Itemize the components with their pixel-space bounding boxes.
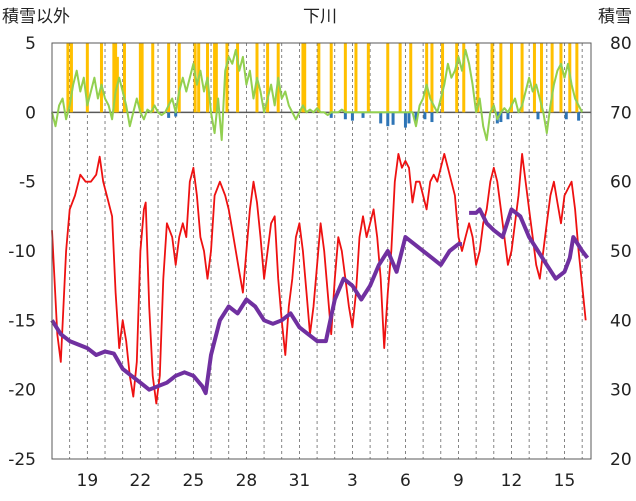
precipitation-bar <box>430 112 434 123</box>
sunshine-bar <box>85 43 89 113</box>
sunshine-bar <box>409 43 413 113</box>
sunshine-bar <box>532 43 536 113</box>
precipitation-bar <box>167 112 171 118</box>
precipitation-bar <box>329 112 333 118</box>
sunshine-bar <box>520 43 524 113</box>
sunshine-bar <box>425 43 429 113</box>
x-tick-label: 31 <box>289 471 311 491</box>
sunshine-bar <box>476 43 480 113</box>
left-tick-label: -15 <box>8 311 36 331</box>
sunshine-bar <box>366 43 370 113</box>
precipitation-bar <box>391 112 395 125</box>
right-tick-label: 20 <box>610 450 632 470</box>
right-axis-title: 積雪 <box>598 7 632 27</box>
sunshine-bar <box>112 43 116 113</box>
sunshine-bar <box>441 43 445 113</box>
precipitation-bar <box>506 112 510 120</box>
x-tick-label: 22 <box>130 471 152 491</box>
precipitation-bar <box>499 112 503 123</box>
right-tick-label: 30 <box>610 381 632 401</box>
line-layer <box>50 48 590 405</box>
precipitation-bar <box>423 112 427 120</box>
sunshine-bar <box>214 43 218 113</box>
snow_depth-line <box>469 207 590 281</box>
precipitation-bar <box>577 112 581 121</box>
sunshine-bar <box>66 43 70 113</box>
x-tick-label: 3 <box>347 471 358 491</box>
precipitation-bar <box>174 112 178 117</box>
right-tick-label: 60 <box>610 173 632 193</box>
sunshine-bar <box>329 43 333 113</box>
sunshine-bar <box>225 43 229 113</box>
temperature-line <box>51 152 587 405</box>
right-tick-label: 70 <box>610 103 632 123</box>
precipitation-bar <box>379 112 383 124</box>
left-tick-label: 0 <box>25 103 36 123</box>
right-tick-label: 50 <box>610 242 632 262</box>
sunshine-bar <box>343 43 347 113</box>
sunshine-bar <box>236 43 240 113</box>
left-tick-label: 5 <box>25 34 36 54</box>
precipitation-bar <box>343 112 347 120</box>
precipitation-bar <box>350 112 354 121</box>
x-tick-label: 6 <box>400 471 411 491</box>
sunshine-bar <box>317 43 321 113</box>
sunshine-bar <box>559 43 563 113</box>
sunshine-bar <box>455 43 459 113</box>
x-tick-label: 9 <box>453 471 464 491</box>
sunshine-bar <box>266 43 270 113</box>
x-tick-label: 15 <box>554 471 576 491</box>
x-tick-label: 19 <box>77 471 99 491</box>
precipitation-bar <box>564 112 568 120</box>
sunshine-bar <box>490 43 494 113</box>
wind-line <box>51 48 584 142</box>
sunshine-bar <box>114 43 118 113</box>
sunshine-bar <box>151 43 155 113</box>
sunshine-bar <box>99 43 103 113</box>
sunshine-bar <box>430 43 434 113</box>
sunshine-bar <box>550 43 554 113</box>
sunshine-bar <box>354 43 358 113</box>
sunshine-bar <box>499 43 503 113</box>
sunshine-bar <box>177 43 181 113</box>
plot-frame <box>51 42 592 460</box>
sunshine-bar <box>575 43 579 113</box>
chart-title: 下川 <box>303 7 337 27</box>
bar-layer <box>66 43 581 128</box>
precipitation-bar <box>386 112 390 127</box>
left-tick-label: -20 <box>8 381 36 401</box>
precipitation-bar <box>414 112 418 124</box>
precipitation-bar <box>403 112 407 128</box>
left-tick-label: -10 <box>8 242 36 262</box>
x-tick-label: 25 <box>183 471 205 491</box>
sunshine-bar <box>398 43 402 113</box>
x-tick-label: 12 <box>501 471 523 491</box>
sunshine-bar <box>167 43 171 113</box>
sunshine-bar <box>69 43 73 113</box>
precipitation-bar <box>407 112 411 124</box>
sunshine-bar <box>138 43 142 113</box>
sunshine-bar <box>509 43 513 113</box>
sunshine-bar <box>122 43 126 113</box>
sunshine-bar <box>386 43 390 113</box>
sunshine-bar <box>462 43 466 113</box>
sunshine-bar <box>213 43 217 113</box>
snow_depth-line <box>50 235 462 396</box>
sunshine-bar <box>540 43 544 113</box>
sunshine-bar <box>301 43 305 113</box>
precipitation-bar <box>361 112 365 118</box>
sunshine-bar <box>303 43 307 113</box>
x-tick-label: 28 <box>236 471 258 491</box>
left-axis-title: 積雪以外 <box>2 7 70 27</box>
precipitation-bar <box>536 112 540 120</box>
right-tick-label: 80 <box>610 34 632 54</box>
left-tick-label: -25 <box>8 450 36 470</box>
right-tick-label: 40 <box>610 311 632 331</box>
left-tick-label: -5 <box>19 173 36 193</box>
sunshine-bar <box>140 43 144 113</box>
